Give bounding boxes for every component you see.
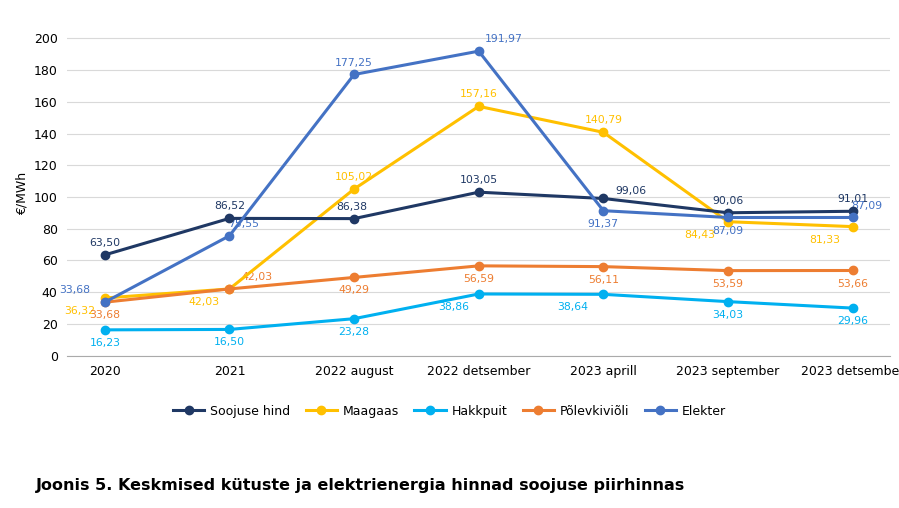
Text: 49,29: 49,29 (339, 285, 369, 296)
Text: 91,01: 91,01 (837, 195, 868, 204)
Text: 56,11: 56,11 (588, 275, 619, 284)
Text: 42,03: 42,03 (189, 297, 220, 307)
Text: 33,68: 33,68 (89, 310, 120, 320)
Text: 63,50: 63,50 (89, 238, 120, 248)
Text: 38,86: 38,86 (438, 302, 469, 312)
Text: 81,33: 81,33 (809, 235, 841, 245)
Text: 177,25: 177,25 (335, 57, 373, 68)
Text: 33,68: 33,68 (58, 285, 90, 295)
Text: 38,64: 38,64 (557, 302, 588, 312)
Text: 103,05: 103,05 (459, 175, 498, 185)
Text: 53,59: 53,59 (713, 279, 743, 289)
Text: 87,09: 87,09 (712, 226, 743, 236)
Y-axis label: €/MWh: €/MWh (15, 172, 28, 214)
Text: 140,79: 140,79 (584, 115, 622, 125)
Text: 91,37: 91,37 (588, 219, 619, 229)
Text: 53,66: 53,66 (837, 278, 868, 289)
Text: 23,28: 23,28 (339, 327, 369, 337)
Text: 191,97: 191,97 (485, 34, 522, 44)
Text: 16,50: 16,50 (214, 337, 245, 347)
Text: 42,03: 42,03 (242, 272, 272, 282)
Text: 87,09: 87,09 (851, 201, 882, 210)
Legend: Soojuse hind, Maagaas, Hakkpuit, Põlevkiviõli, Elekter: Soojuse hind, Maagaas, Hakkpuit, Põlevki… (168, 400, 731, 423)
Text: 16,23: 16,23 (89, 338, 120, 348)
Text: 86,38: 86,38 (336, 202, 367, 212)
Text: 105,02: 105,02 (335, 172, 373, 182)
Text: 84,43: 84,43 (685, 230, 716, 240)
Text: 75,55: 75,55 (227, 219, 259, 229)
Text: Joonis 5. Keskmised kütuste ja elektrienergia hinnad soojuse piirhinnas: Joonis 5. Keskmised kütuste ja elektrien… (36, 478, 685, 493)
Text: 86,52: 86,52 (214, 202, 245, 211)
Text: 90,06: 90,06 (712, 196, 743, 206)
Text: 29,96: 29,96 (837, 316, 868, 326)
Text: 56,59: 56,59 (463, 274, 494, 284)
Text: 157,16: 157,16 (459, 89, 498, 100)
Text: 36,32: 36,32 (65, 306, 95, 316)
Text: 99,06: 99,06 (616, 186, 646, 196)
Text: 34,03: 34,03 (712, 310, 743, 320)
